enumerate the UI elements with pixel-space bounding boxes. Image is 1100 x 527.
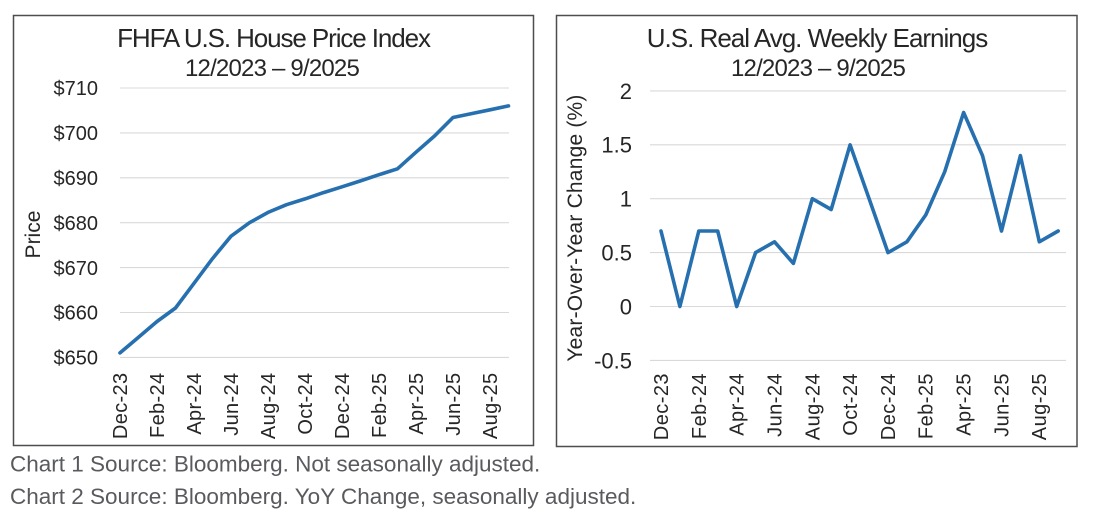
- svg-text:Feb-24: Feb-24: [689, 373, 711, 439]
- svg-text:Dec-24: Dec-24: [878, 373, 900, 440]
- svg-text:Year-Over-Year Change (%): Year-Over-Year Change (%): [564, 94, 587, 361]
- svg-text:Jun-25: Jun-25: [443, 373, 465, 436]
- svg-text:Jun-25: Jun-25: [991, 373, 1013, 437]
- svg-text:1.5: 1.5: [601, 133, 632, 158]
- svg-text:Aug-25: Aug-25: [1029, 373, 1051, 440]
- svg-text:$690: $690: [54, 168, 99, 190]
- svg-text:Feb-25: Feb-25: [369, 373, 391, 438]
- svg-text:U.S. Real Avg. Weekly Earnings: U.S. Real Avg. Weekly Earnings: [647, 23, 988, 53]
- svg-text:Apr-25: Apr-25: [954, 373, 976, 436]
- svg-text:Dec-23: Dec-23: [651, 373, 673, 440]
- svg-text:2: 2: [620, 79, 632, 104]
- svg-text:Aug-24: Aug-24: [802, 373, 824, 440]
- svg-text:Oct-24: Oct-24: [840, 373, 862, 436]
- svg-text:Chart 2 Source: Bloomberg. YoY: Chart 2 Source: Bloomberg. YoY Change, s…: [10, 484, 636, 509]
- svg-text:Feb-24: Feb-24: [147, 373, 169, 438]
- svg-text:Feb-25: Feb-25: [916, 373, 938, 439]
- svg-text:Apr-24: Apr-24: [184, 373, 206, 435]
- svg-text:1: 1: [620, 187, 632, 212]
- svg-text:Jun-24: Jun-24: [221, 373, 243, 436]
- svg-text:$680: $680: [54, 213, 99, 235]
- svg-text:$670: $670: [54, 258, 99, 280]
- svg-text:Apr-25: Apr-25: [406, 373, 428, 435]
- svg-text:$660: $660: [54, 303, 99, 325]
- svg-text:12/2023 – 9/2025: 12/2023 – 9/2025: [731, 55, 905, 82]
- svg-text:Aug-25: Aug-25: [480, 373, 502, 440]
- svg-text:Dec-23: Dec-23: [110, 373, 132, 440]
- svg-text:12/2023 – 9/2025: 12/2023 – 9/2025: [185, 55, 359, 82]
- svg-text:Jun-24: Jun-24: [764, 373, 786, 437]
- svg-text:Apr-24: Apr-24: [727, 373, 749, 436]
- svg-text:FHFA U.S. House Price Index: FHFA U.S. House Price Index: [117, 23, 431, 53]
- svg-text:Oct-24: Oct-24: [295, 373, 317, 435]
- svg-text:-0.5: -0.5: [594, 348, 632, 373]
- svg-text:Dec-24: Dec-24: [332, 373, 354, 440]
- svg-text:Aug-24: Aug-24: [258, 373, 280, 440]
- svg-text:$650: $650: [54, 348, 99, 370]
- svg-text:Chart 1 Source: Bloomberg. Not: Chart 1 Source: Bloomberg. Not seasonall…: [10, 452, 540, 477]
- svg-text:Price: Price: [22, 211, 45, 259]
- svg-text:0: 0: [620, 294, 632, 319]
- svg-text:$710: $710: [54, 78, 99, 100]
- svg-text:$700: $700: [54, 123, 99, 145]
- svg-text:0.5: 0.5: [601, 241, 632, 266]
